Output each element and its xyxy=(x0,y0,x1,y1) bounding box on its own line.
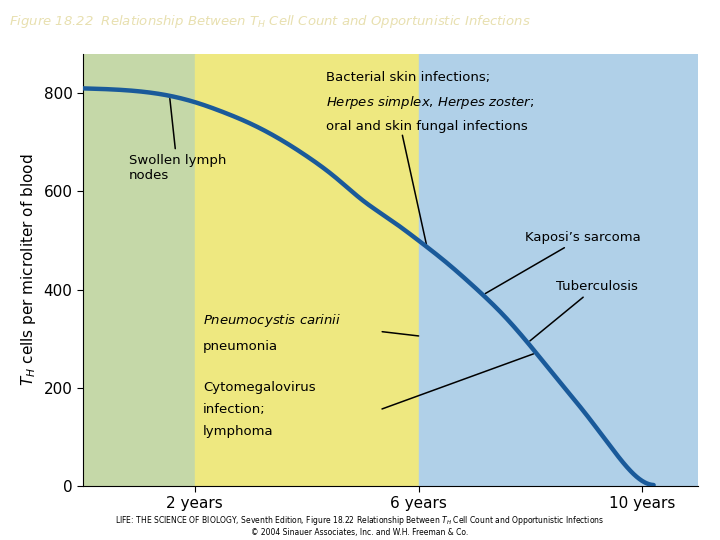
Text: lymphoma: lymphoma xyxy=(203,426,274,438)
Text: Swollen lymph
nodes: Swollen lymph nodes xyxy=(129,98,226,182)
Text: oral and skin fungal infections: oral and skin fungal infections xyxy=(326,120,528,133)
Text: Kaposi’s sarcoma: Kaposi’s sarcoma xyxy=(485,231,641,294)
Text: $\it{Pneumocystis\ carinii}$: $\it{Pneumocystis\ carinii}$ xyxy=(203,312,341,329)
Text: LIFE: THE SCIENCE OF BIOLOGY, Seventh Edition, Figure 18.22 Relationship Between: LIFE: THE SCIENCE OF BIOLOGY, Seventh Ed… xyxy=(115,514,605,537)
Text: infection;: infection; xyxy=(203,403,266,416)
Text: pneumonia: pneumonia xyxy=(203,340,278,353)
Text: Tuberculosis: Tuberculosis xyxy=(530,280,638,341)
Text: $\it{Herpes\ simplex}$, $\it{Herpes\ zoster}$;: $\it{Herpes\ simplex}$, $\it{Herpes\ zos… xyxy=(326,93,534,111)
Text: Cytomegalovirus: Cytomegalovirus xyxy=(203,381,316,394)
Y-axis label: $T_H$ cells per microliter of blood: $T_H$ cells per microliter of blood xyxy=(19,154,38,386)
Bar xyxy=(83,54,194,486)
Text: Bacterial skin infections;: Bacterial skin infections; xyxy=(326,71,490,84)
Bar xyxy=(418,54,698,486)
Bar xyxy=(194,54,418,486)
Text: Figure 18.22  Relationship Between $T_H$ Cell Count and Opportunistic Infections: Figure 18.22 Relationship Between $T_H$ … xyxy=(9,12,531,30)
